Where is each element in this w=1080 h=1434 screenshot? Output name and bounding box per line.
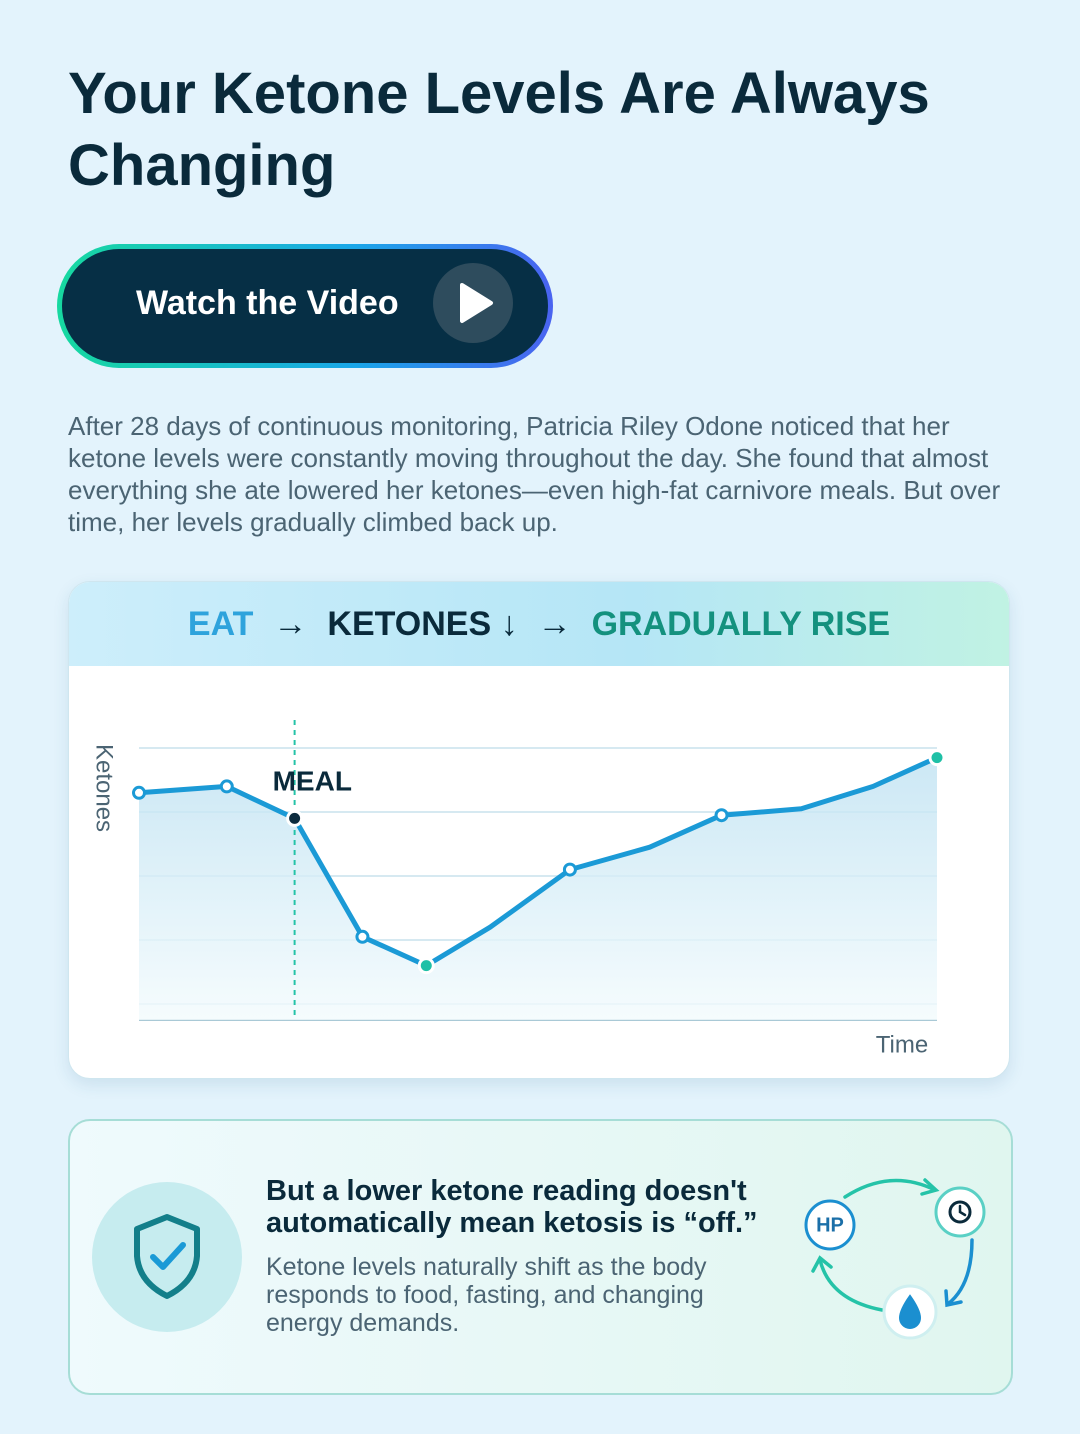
- title: Your Ketone Levels Are Always Changing: [68, 61, 930, 198]
- flow-band: EAT → KETONES ↓ → GRADUALLY RISE: [69, 582, 1009, 666]
- cycle-icon: [804, 1178, 986, 1340]
- data-point: [286, 809, 304, 827]
- flow-step: EAT: [187, 604, 254, 643]
- meal-label: MEAL: [273, 765, 352, 796]
- data-point: [219, 779, 234, 794]
- hp-label: HP: [816, 1214, 844, 1236]
- shield-icon: [92, 1182, 242, 1332]
- data-point: [417, 957, 435, 975]
- flow-step: GRADUALLY RISE: [591, 604, 891, 643]
- flow-arrow: →: [537, 604, 572, 643]
- y-axis-label: Ketones: [91, 744, 118, 832]
- data-point: [355, 929, 370, 944]
- area: [139, 757, 937, 1020]
- watch-button[interactable]: Watch the Video: [57, 244, 553, 368]
- data-point: [928, 749, 946, 767]
- x-axis-label: Time: [876, 1031, 928, 1058]
- data-point: [562, 862, 577, 877]
- intro-text: After 28 days of continuous monitoring, …: [68, 411, 1001, 537]
- data-point: [132, 785, 146, 800]
- line: [138, 755, 939, 969]
- note-heading: But a lower ketone reading doesn't autom…: [266, 1175, 758, 1239]
- play-glyph: [460, 283, 493, 323]
- flow-arrow: →: [273, 604, 308, 643]
- data-point: [714, 808, 729, 823]
- button-label[interactable]: Watch the Video: [136, 284, 399, 322]
- play-icon[interactable]: [433, 263, 513, 343]
- flow-step: KETONES ↓: [327, 604, 518, 643]
- note-body: Ketone levels naturally shift as the bod…: [266, 1253, 707, 1337]
